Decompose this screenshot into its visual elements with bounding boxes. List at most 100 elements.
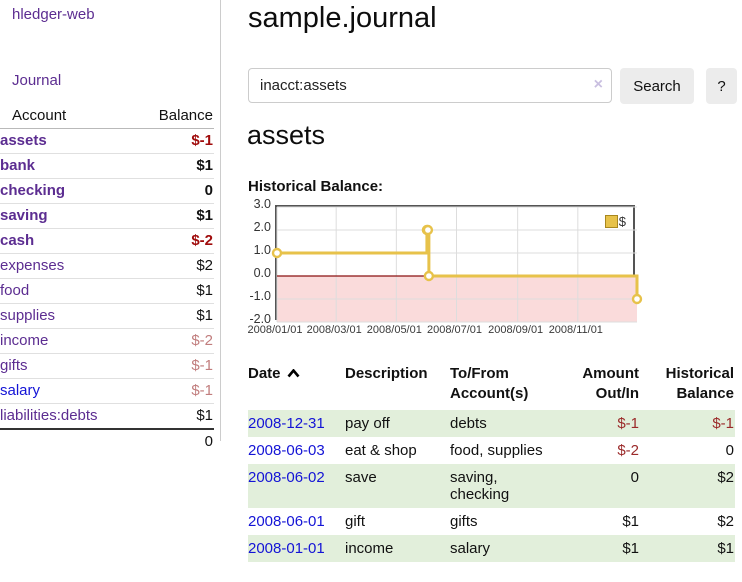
transaction-date-link[interactable]: 2008-01-01 [248, 540, 325, 557]
account-row-liabilities-debts: liabilities:debts $1 [0, 403, 214, 430]
account-row-gifts: gifts $-1 [0, 353, 214, 379]
account-link-salary[interactable]: salary [0, 382, 41, 399]
search-button[interactable]: Search [620, 68, 694, 104]
account-table-header: Account Balance [0, 104, 214, 129]
transaction-balance: $-1 [640, 410, 735, 437]
account-balance: $1 [128, 153, 214, 179]
y-tick-label: 1.0 [253, 243, 271, 257]
legend-swatch-icon [604, 215, 618, 228]
account-link-liabilities-debts[interactable]: liabilities:debts [0, 407, 98, 424]
column-header-amount: Amount Out/In [582, 365, 639, 402]
transaction-balance: $2 [640, 464, 735, 508]
register-row: 2008-06-01 gift gifts $1 $2 [248, 508, 735, 535]
transaction-description: pay off [345, 410, 450, 437]
account-row-income: income $-2 [0, 328, 214, 354]
sort-ascending-icon [287, 364, 300, 384]
x-tick-label: 2008/09/01 [488, 324, 544, 336]
account-balance: 0 [128, 178, 214, 204]
help-button[interactable]: ? [706, 68, 737, 104]
clear-search-icon[interactable]: × [593, 76, 603, 93]
y-tick-label: -1.0 [249, 289, 271, 303]
chart-title: Historical Balance: [248, 178, 384, 195]
transaction-description: eat & shop [345, 442, 417, 459]
account-link-bank[interactable]: bank [0, 157, 36, 174]
y-tick-label: -2.0 [249, 312, 271, 326]
chart-line-svg [271, 206, 643, 323]
register-table: Date Description To/From Account(s) Amou… [248, 362, 735, 562]
account-link-assets[interactable]: assets [0, 132, 47, 149]
column-header-accounts: To/From Account(s) [450, 365, 529, 402]
account-balance: $-2 [128, 228, 214, 254]
transaction-amount: $1 [622, 513, 639, 530]
column-header-date[interactable]: Date [248, 362, 345, 410]
page-title: sample.journal [248, 2, 437, 34]
account-row-food: food $1 [0, 278, 214, 304]
accounts-total-row: 0 [0, 428, 214, 454]
balance-column-header: Balance [128, 104, 214, 129]
transaction-date-link[interactable]: 2008-12-31 [248, 415, 325, 432]
transaction-accounts: saving, checking [450, 464, 560, 508]
account-balance: $-2 [128, 328, 214, 354]
transaction-date-link[interactable]: 2008-06-01 [248, 513, 325, 530]
transaction-balance: $1 [640, 535, 735, 562]
y-tick-label: 3.0 [253, 197, 271, 211]
x-tick-label: 2008/11/01 [548, 324, 603, 336]
account-link-gifts[interactable]: gifts [0, 357, 28, 374]
column-header-balance: Historical Balance [665, 365, 734, 402]
chart-legend: $ [604, 214, 626, 229]
account-row-bank: bank $1 [0, 153, 214, 179]
x-tick-label: 2008/07/01 [426, 324, 483, 336]
historical-balance-chart: 3.0 2.0 1.0 0.0 -1.0 -2.0 $ 2008/01/01 2008/03… [245, 197, 742, 348]
x-tick-label: 2008/01/01 [247, 324, 303, 336]
account-row-salary: salary $-1 [0, 378, 214, 404]
transaction-description: gift [345, 513, 366, 530]
account-column-header: Account [0, 104, 128, 129]
account-balance: $1 [128, 403, 214, 430]
account-row-saving: saving $1 [0, 203, 214, 229]
transaction-balance: $2 [717, 513, 734, 530]
app-title-link[interactable]: hledger-web [12, 6, 95, 23]
account-row-checking: checking 0 [0, 178, 214, 204]
account-link-expenses[interactable]: expenses [0, 257, 65, 274]
transaction-accounts: debts [450, 410, 560, 437]
account-balance: $1 [128, 203, 214, 229]
register-row: 2008-06-02 save saving, checking 0 $2 [248, 464, 735, 508]
account-balance: $-1 [128, 378, 214, 404]
search-input[interactable] [248, 68, 612, 103]
account-balance: $1 [128, 278, 214, 304]
account-balance: $-1 [128, 128, 214, 154]
y-tick-label: 0.0 [253, 266, 271, 280]
account-balance: $-1 [128, 353, 214, 379]
transaction-description: save [345, 464, 450, 508]
account-page-heading: assets [247, 120, 326, 150]
transaction-date-link[interactable]: 2008-06-02 [248, 469, 325, 486]
accounts-total-value: 0 [128, 428, 214, 454]
transaction-amount: 0 [560, 464, 640, 508]
transaction-amount: $1 [560, 535, 640, 562]
chart-plot-area[interactable]: $ [271, 205, 643, 323]
account-row-assets: assets $-1 [0, 128, 214, 154]
account-link-supplies[interactable]: supplies [0, 307, 56, 324]
legend-label: $ [618, 214, 626, 229]
account-link-checking[interactable]: checking [0, 182, 66, 199]
sidebar: hledger-web Journal Account Balance asse… [0, 0, 221, 454]
account-link-cash[interactable]: cash [0, 232, 35, 249]
register-header-row: Date Description To/From Account(s) Amou… [248, 362, 735, 410]
account-balance-table: Account Balance assets $-1 bank $1 check… [0, 104, 214, 454]
column-header-description: Description [345, 365, 428, 382]
register-row: 2008-01-01 income salary $1 $1 [248, 535, 735, 562]
search-bar: × Search ? [248, 68, 740, 104]
register-row: 2008-06-03 eat & shop food, supplies $-2… [248, 437, 735, 464]
account-link-saving[interactable]: saving [0, 207, 48, 224]
account-link-food[interactable]: food [0, 282, 30, 299]
transaction-date-link[interactable]: 2008-06-03 [248, 442, 325, 459]
x-tick-label: 2008/05/01 [366, 324, 422, 336]
transaction-amount: $-1 [560, 410, 640, 437]
register-row: 2008-12-31 pay off debts $-1 $-1 [248, 410, 735, 437]
account-balance: $2 [128, 253, 214, 279]
account-balance: $1 [128, 303, 214, 329]
account-link-income[interactable]: income [0, 332, 49, 349]
sidebar-item-journal[interactable]: Journal [12, 72, 62, 89]
transaction-balance: 0 [725, 442, 734, 459]
transaction-accounts: gifts [450, 513, 478, 530]
